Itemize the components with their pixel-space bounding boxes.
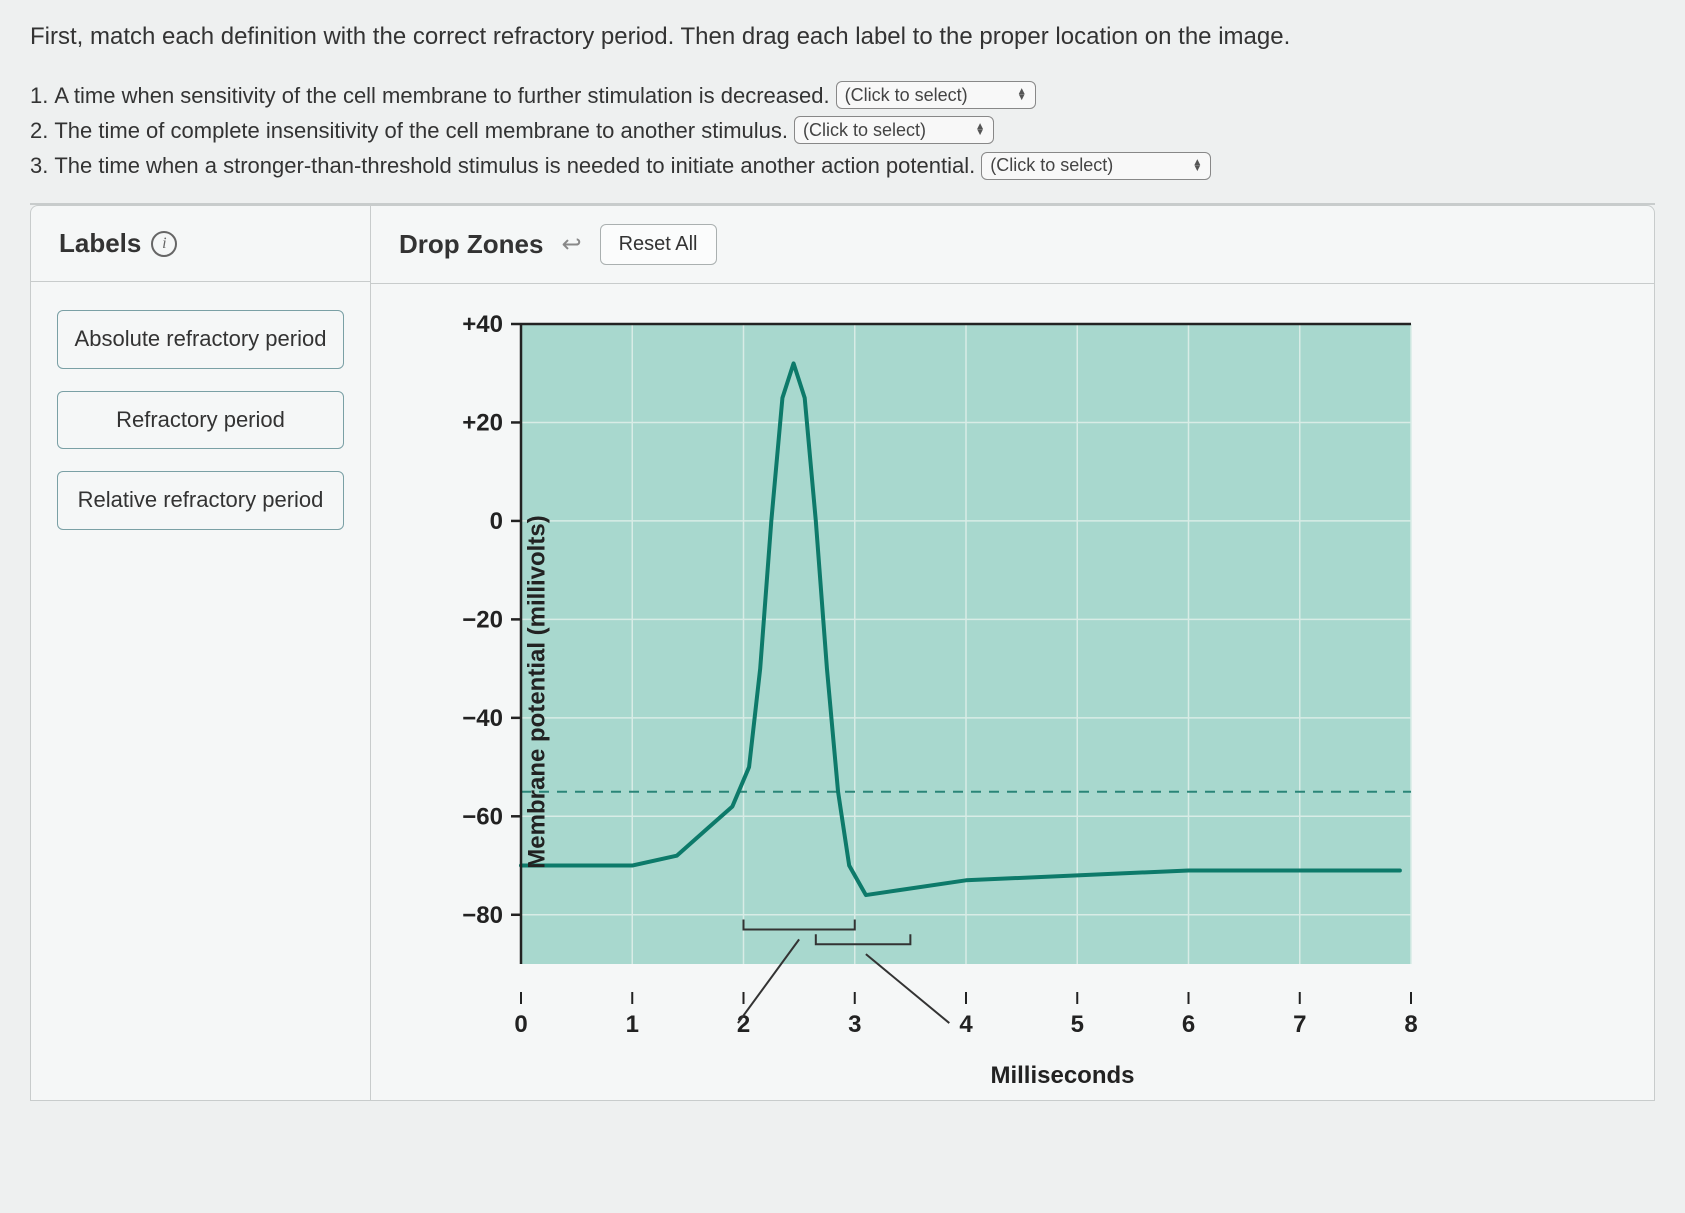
definition-text: A time when sensitivity of the cell memb…: [54, 78, 829, 113]
svg-text:7: 7: [1293, 1011, 1306, 1038]
definition-select-2[interactable]: (Click to select) ▲▼: [794, 116, 994, 144]
y-axis-label: Membrane potential (millivolts): [524, 515, 552, 868]
label-chip-absolute[interactable]: Absolute refractory period: [57, 310, 344, 369]
definition-row-1: 1. A time when sensitivity of the cell m…: [30, 78, 1655, 113]
labels-body: Absolute refractory period Refractory pe…: [31, 282, 370, 558]
svg-text:1: 1: [626, 1011, 639, 1038]
dropzones-header: Drop Zones ↩ Reset All: [371, 206, 1654, 284]
svg-text:−40: −40: [462, 705, 503, 732]
svg-text:0: 0: [514, 1011, 527, 1038]
definition-select-3[interactable]: (Click to select) ▲▼: [981, 152, 1211, 180]
select-stepper-icon: ▲▼: [1017, 89, 1027, 101]
select-stepper-icon: ▲▼: [975, 124, 985, 136]
dropzones-column: Drop Zones ↩ Reset All Membrane potentia…: [371, 206, 1654, 1100]
back-arrow-icon[interactable]: ↩: [561, 230, 581, 259]
svg-text:−80: −80: [462, 902, 503, 929]
svg-text:+40: +40: [462, 314, 503, 338]
svg-text:8: 8: [1404, 1011, 1417, 1038]
instruction-text: First, match each definition with the co…: [30, 20, 1655, 54]
select-placeholder: (Click to select): [990, 151, 1113, 180]
x-axis-label: Milliseconds: [501, 1062, 1624, 1090]
definition-text: The time of complete insensitivity of th…: [54, 113, 788, 148]
info-icon[interactable]: i: [151, 231, 177, 257]
labels-header: Labels i: [31, 206, 370, 282]
activity-panel: Labels i Absolute refractory period Refr…: [30, 205, 1655, 1101]
definitions-list: 1. A time when sensitivity of the cell m…: [30, 78, 1655, 184]
dropzones-title: Drop Zones: [399, 229, 543, 260]
svg-text:+20: +20: [462, 410, 503, 437]
svg-text:3: 3: [848, 1011, 861, 1038]
definition-num: 3.: [30, 148, 48, 183]
select-placeholder: (Click to select): [845, 81, 968, 110]
definition-select-1[interactable]: (Click to select) ▲▼: [836, 81, 1036, 109]
label-chip-relative[interactable]: Relative refractory period: [57, 471, 344, 530]
definition-row-2: 2. The time of complete insensitivity of…: [30, 113, 1655, 148]
svg-text:−20: −20: [462, 607, 503, 634]
definition-num: 2.: [30, 113, 48, 148]
svg-text:5: 5: [1071, 1011, 1084, 1038]
chart-container: Membrane potential (millivolts) +40 +20 0 −…: [371, 284, 1654, 1100]
svg-text:0: 0: [490, 508, 503, 535]
select-placeholder: (Click to select): [803, 116, 926, 145]
reset-all-button[interactable]: Reset All: [600, 224, 717, 265]
definition-row-3: 3. The time when a stronger-than-thresho…: [30, 148, 1655, 183]
action-potential-chart: +40+200−20−40−60−80012345678: [401, 314, 1451, 1054]
definition-num: 1.: [30, 78, 48, 113]
svg-text:4: 4: [959, 1011, 973, 1038]
labels-column: Labels i Absolute refractory period Refr…: [31, 206, 371, 1100]
labels-title: Labels: [59, 228, 141, 259]
svg-text:6: 6: [1182, 1011, 1195, 1038]
label-chip-refractory[interactable]: Refractory period: [57, 391, 344, 450]
select-stepper-icon: ▲▼: [1192, 160, 1202, 172]
definition-text: The time when a stronger-than-threshold …: [54, 148, 975, 183]
svg-text:−60: −60: [462, 803, 503, 830]
